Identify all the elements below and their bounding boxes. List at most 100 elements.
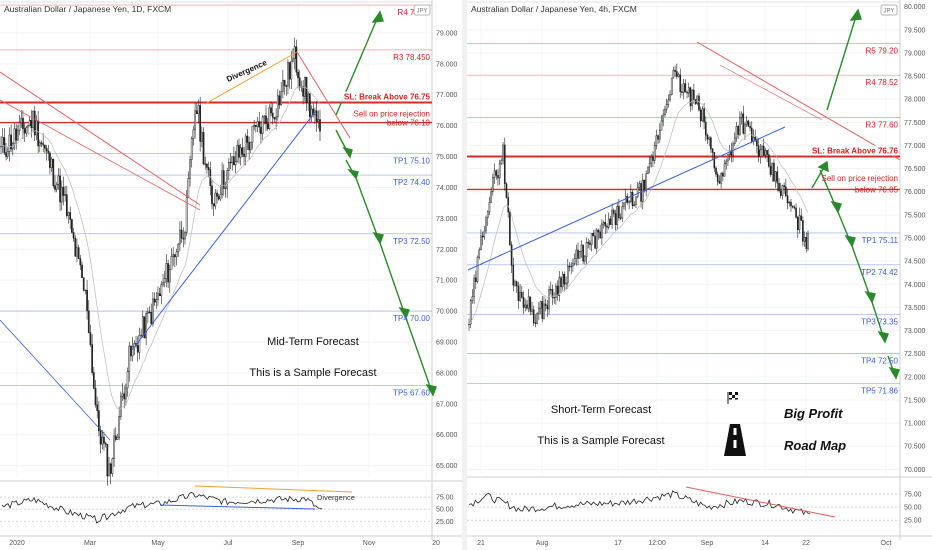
candle-body xyxy=(3,137,6,153)
candle-body xyxy=(778,183,780,192)
candle-body xyxy=(160,284,163,297)
candle-body xyxy=(206,163,208,168)
candle-body xyxy=(246,135,249,143)
candle-body xyxy=(140,334,142,337)
moving-average-line xyxy=(0,86,321,410)
candle-body xyxy=(519,291,521,301)
candle-body xyxy=(722,173,724,177)
candle-body xyxy=(623,202,625,207)
candle-body xyxy=(253,125,256,127)
candle-body xyxy=(706,134,709,140)
level-label: below 76.05 xyxy=(855,185,899,194)
candle-body xyxy=(480,235,482,251)
candle-body xyxy=(505,183,508,198)
candle-body xyxy=(711,148,714,153)
candle-body xyxy=(635,196,637,206)
level-label: TP5 71.86 xyxy=(861,386,898,395)
candle-body xyxy=(163,278,166,283)
candle-body xyxy=(106,443,109,477)
candle-body xyxy=(55,184,58,190)
level-label: R3 77.60 xyxy=(866,121,899,130)
candle-body xyxy=(609,218,612,225)
candle-body xyxy=(273,117,276,120)
candle-body xyxy=(302,86,304,97)
candle-body xyxy=(551,289,554,298)
candle-body xyxy=(101,436,104,445)
candle-body xyxy=(686,91,688,94)
price-tick-label: 66.000 xyxy=(436,432,458,439)
candle-body xyxy=(503,144,506,185)
left-price-candles xyxy=(0,37,321,486)
candle-body xyxy=(739,117,741,135)
price-tick-label: 75.000 xyxy=(904,236,926,243)
candle-body xyxy=(766,150,768,155)
candle-body xyxy=(211,185,213,204)
candle-body xyxy=(762,145,765,156)
candle-body xyxy=(526,304,528,309)
candle-body xyxy=(157,293,159,301)
candle-body xyxy=(805,237,808,249)
candle-body xyxy=(481,235,484,238)
candle-body xyxy=(79,258,82,266)
candle-body xyxy=(517,285,520,301)
candle-body xyxy=(47,150,50,154)
candle-body xyxy=(64,194,66,196)
candle-body xyxy=(45,147,48,152)
candle-body xyxy=(6,151,9,157)
candle-body xyxy=(740,113,743,118)
candle-body xyxy=(44,145,46,149)
candle-body xyxy=(490,191,492,203)
candle-body xyxy=(295,46,298,73)
candle-body xyxy=(599,231,601,239)
candle-body xyxy=(498,163,501,179)
right-forecast-subtitle: This is a Sample Forecast xyxy=(537,435,664,447)
candle-body xyxy=(577,249,579,259)
right-chart-title: Australian Dollar / Japanese Yen, 4h, FX… xyxy=(471,4,637,14)
candle-body xyxy=(647,166,649,174)
candle-body xyxy=(560,277,562,288)
left-red-trendline-top xyxy=(296,51,351,139)
candle-body xyxy=(298,77,301,88)
candle-body xyxy=(497,175,499,179)
level-label: SL: Break Above 76.76 xyxy=(812,147,899,156)
candle-body xyxy=(572,263,574,267)
candle-body xyxy=(708,137,710,140)
left-red-trendline-long xyxy=(0,71,201,206)
candle-body xyxy=(52,158,55,186)
candle-body xyxy=(292,58,294,62)
candle-body xyxy=(483,230,486,238)
level-label: TP2 74.40 xyxy=(393,178,430,187)
candle-body xyxy=(538,307,540,314)
candle-body xyxy=(665,104,668,110)
candle-body xyxy=(669,94,671,101)
candle-body xyxy=(202,132,205,165)
candle-body xyxy=(57,175,60,185)
candle-body xyxy=(8,134,11,152)
candle-body xyxy=(495,170,498,176)
candle-body xyxy=(713,152,716,169)
candle-body xyxy=(604,221,607,227)
candle-body xyxy=(162,282,164,285)
candle-body xyxy=(116,437,119,440)
candle-body xyxy=(783,185,785,188)
left-level-lines xyxy=(0,4,432,386)
candle-body xyxy=(509,211,511,245)
level-label: TP1 75.10 xyxy=(393,156,430,165)
candle-body xyxy=(549,289,552,291)
candle-body xyxy=(288,62,291,80)
price-tick-label: 74.500 xyxy=(904,259,926,266)
candle-body xyxy=(626,196,629,203)
time-tick-label: Jul xyxy=(224,540,233,547)
candle-body xyxy=(543,303,545,319)
level-label: R5 79.20 xyxy=(866,47,899,56)
candle-body xyxy=(17,130,19,141)
level-label-bg xyxy=(801,145,898,156)
candle-body xyxy=(192,129,195,139)
candle-body xyxy=(781,185,784,196)
candle-body xyxy=(773,162,775,182)
candle-body xyxy=(796,216,799,230)
price-tick-label: 73.500 xyxy=(904,305,926,312)
candle-body xyxy=(624,196,627,204)
candle-body xyxy=(152,298,154,325)
candle-body xyxy=(59,175,61,203)
